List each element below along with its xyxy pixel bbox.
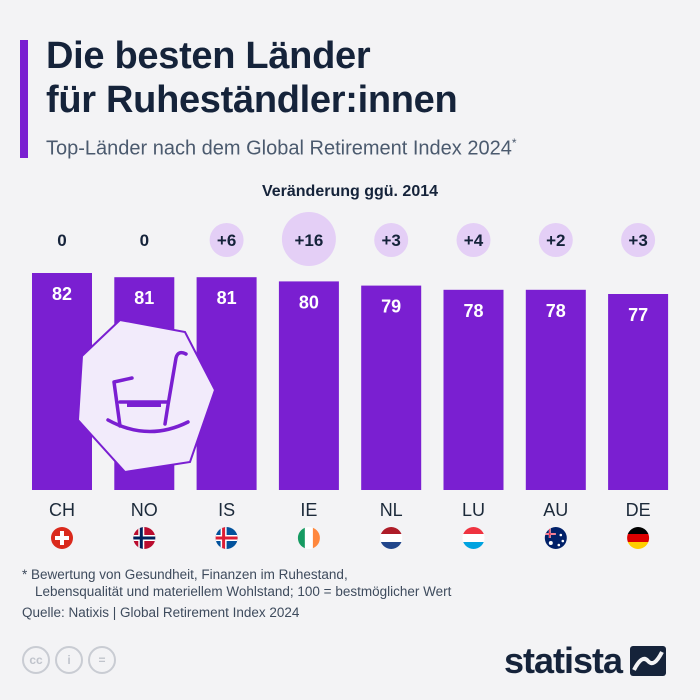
- title-accent-bar: [20, 40, 28, 158]
- category-label: CH: [49, 500, 75, 520]
- category-label: IE: [300, 500, 317, 520]
- bar-chart: Veränderung ggü. 2014 0 82 CH 0 81 NO +6 81 IS +1…: [32, 183, 669, 549]
- attribution-icon[interactable]: i: [55, 646, 83, 674]
- change-bubble: [374, 223, 409, 257]
- footnote: * Bewertung von Gesundheit, Finanzen im …: [22, 566, 451, 600]
- ireland-flag-icon: [297, 527, 320, 549]
- category-label: DE: [626, 500, 651, 520]
- change-bubble: [281, 212, 336, 266]
- netherlands-flag-icon: [380, 527, 403, 549]
- change-value: +6: [217, 231, 236, 250]
- change-value: +2: [546, 231, 565, 250]
- bar-value-label: 78: [463, 301, 483, 321]
- bar-value-label: 79: [381, 297, 401, 317]
- footnote-line-1: * Bewertung von Gesundheit, Finanzen im …: [22, 567, 348, 582]
- bar-value-label: 77: [628, 305, 648, 325]
- title-line-1: Die besten Länder: [46, 35, 371, 77]
- bar-ie: [278, 281, 339, 490]
- bar-lu: [443, 289, 504, 490]
- source-note: Quelle: Natixis | Global Retirement Inde…: [22, 605, 300, 620]
- germany-flag-icon: [627, 527, 650, 549]
- change-bubble: [209, 223, 244, 257]
- change-bubble: [538, 223, 573, 257]
- statista-logo[interactable]: statista: [504, 640, 667, 682]
- bar-au: [525, 289, 586, 490]
- cc-icon[interactable]: cc: [22, 646, 50, 674]
- luxembourg-flag-icon: [462, 527, 485, 549]
- change-bubble: [621, 223, 656, 257]
- bar-value-label: 82: [52, 284, 72, 304]
- rocking-chair-icon: [76, 318, 217, 474]
- category-label: IS: [218, 500, 235, 520]
- bar-value-label: 78: [546, 301, 566, 321]
- change-value: +3: [382, 231, 401, 250]
- norway-flag-icon: [133, 527, 156, 549]
- bar-value-label: 81: [134, 288, 154, 308]
- change-value: 0: [140, 231, 149, 250]
- statista-logo-icon: [630, 646, 667, 676]
- title-line-2: für Ruheständler:innen: [46, 79, 458, 121]
- subtitle-marker: *: [511, 136, 517, 150]
- australia-flag-icon: [544, 527, 567, 549]
- switzerland-flag-icon: [51, 527, 73, 549]
- bar-de: [608, 294, 669, 490]
- change-label: Veränderung ggü. 2014: [262, 183, 438, 200]
- change-value: +16: [294, 231, 323, 250]
- no-derivatives-icon[interactable]: =: [88, 646, 116, 674]
- change-value: +3: [628, 231, 647, 250]
- license-icons: cc i =: [22, 646, 116, 674]
- category-label: LU: [462, 500, 485, 520]
- bar-value-label: 81: [217, 288, 237, 308]
- category-label: AU: [543, 500, 568, 520]
- category-label: NO: [131, 500, 158, 520]
- bar-nl: [361, 285, 422, 490]
- change-value: 0: [57, 231, 66, 250]
- brand-name: statista: [504, 640, 623, 681]
- footnote-line-2: Lebensqualität und materiellem Wohlstand…: [35, 584, 452, 599]
- bar-value-label: 80: [299, 292, 319, 312]
- change-bubble: [456, 223, 491, 257]
- change-value: +4: [464, 231, 484, 250]
- subtitle-text: Top-Länder nach dem Global Retirement In…: [46, 137, 512, 160]
- subtitle: Top-Länder nach dem Global Retirement In…: [46, 136, 517, 161]
- category-label: NL: [380, 500, 403, 520]
- iceland-flag-icon: [215, 527, 238, 549]
- page-title: Die besten Länder für Ruheständler:innen: [46, 34, 646, 122]
